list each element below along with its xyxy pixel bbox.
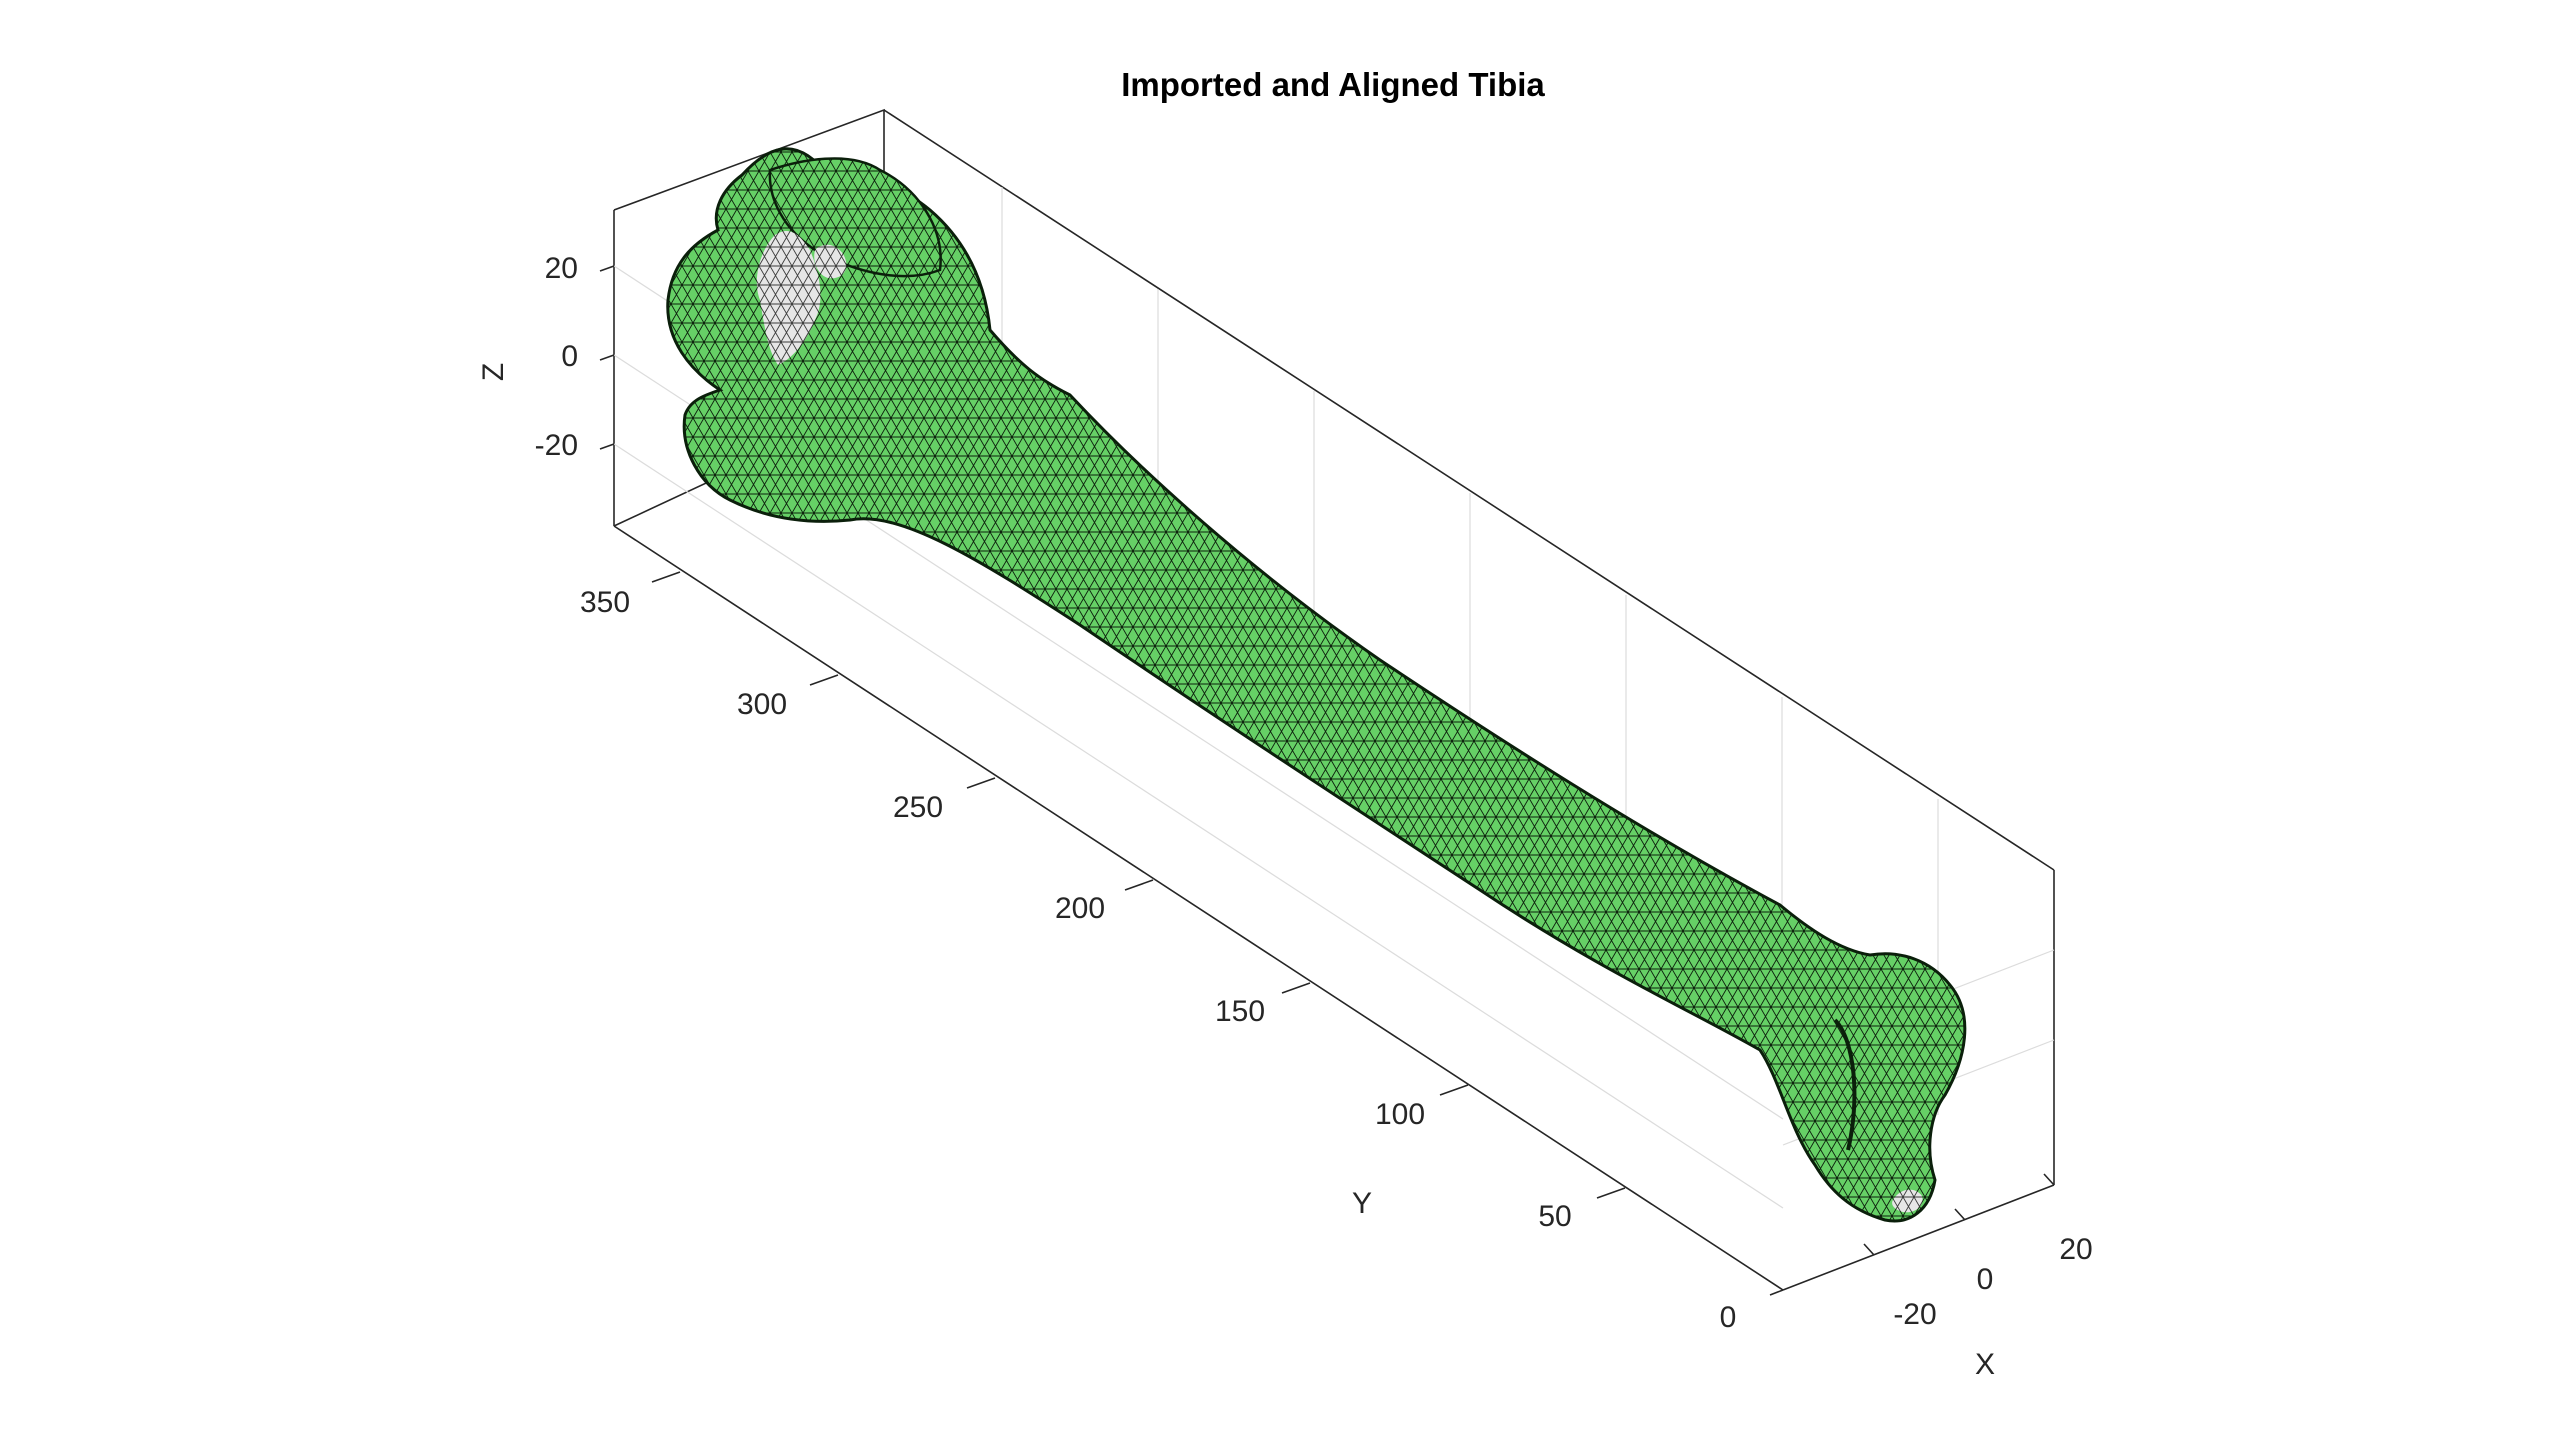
y-tick-label: 250: [893, 791, 943, 824]
chart-title: Imported and Aligned Tibia: [1121, 66, 1545, 103]
axes-box: [613, 108, 2055, 1291]
y-tick: [1769, 1289, 1784, 1296]
y-tick: [809, 674, 839, 686]
z-axis: 20 0 -20 Z: [477, 252, 615, 462]
y-tick: [651, 571, 681, 583]
y-tick-label: 0: [1720, 1301, 1737, 1334]
y-tick: [1596, 1187, 1626, 1199]
z-tick: [599, 443, 615, 450]
z-tick: [599, 354, 615, 361]
box-floor-front-edge: [613, 525, 1784, 1291]
y-tick-label: 350: [580, 586, 630, 619]
highlight-patch-head-small: [814, 244, 847, 279]
y-tick-label: 300: [737, 688, 787, 721]
y-tick-label: 50: [1538, 1200, 1571, 1233]
x-axis: -20 0 20 X: [1863, 1173, 2093, 1381]
x-tick: [2043, 1173, 2055, 1186]
tibia-head-bulge: [768, 157, 942, 278]
x-axis-label: X: [1975, 1348, 1995, 1381]
x-tick: [1954, 1208, 1966, 1221]
y-tick: [1281, 982, 1311, 994]
y-tick: [966, 777, 996, 789]
y-tick-label: 150: [1215, 995, 1265, 1028]
y-tick: [1124, 879, 1154, 891]
y-tick-label: 200: [1055, 892, 1105, 925]
x-tick-label: 20: [2059, 1233, 2092, 1266]
y-axis-label: Y: [1352, 1187, 1372, 1220]
box-top-back-edge: [883, 109, 2055, 871]
z-axis-label: Z: [477, 363, 510, 381]
tibia-mesh: [666, 147, 1967, 1223]
y-axis: 0 50 100 150 200 250 300 350 Y: [580, 571, 1784, 1334]
highlight-patch-ankle: [1892, 1189, 1923, 1213]
z-tick-label: 20: [545, 252, 578, 285]
z-tick-label: -20: [535, 429, 578, 462]
x-tick-label: -20: [1893, 1298, 1936, 1331]
ankle-groove: [1833, 1018, 1857, 1151]
z-tick-label: 0: [561, 340, 578, 373]
y-tick: [1439, 1084, 1469, 1096]
z-tick: [599, 265, 615, 272]
y-tick-label: 100: [1375, 1098, 1425, 1131]
x-tick: [1863, 1243, 1875, 1256]
x-tick-label: 0: [1977, 1263, 1994, 1296]
box-floor-right-edge: [1782, 1184, 2055, 1291]
highlight-patch-head: [756, 230, 821, 365]
